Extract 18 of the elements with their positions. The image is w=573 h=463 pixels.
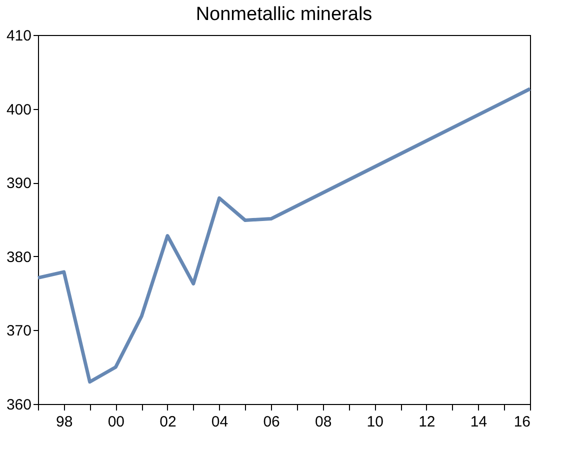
y-tick-label: 400 bbox=[6, 101, 32, 118]
y-tick-label: 410 bbox=[6, 28, 32, 44]
x-tick-label: 04 bbox=[211, 414, 228, 430]
y-tick-label: 380 bbox=[6, 248, 32, 266]
x-tick-label: 00 bbox=[108, 414, 125, 430]
x-tick-label: 10 bbox=[366, 414, 384, 430]
x-tick-label: 06 bbox=[263, 414, 280, 430]
x-tick-label: 02 bbox=[160, 414, 176, 430]
x-tick-label: 12 bbox=[418, 414, 436, 430]
x-tick-label: 16 bbox=[514, 414, 530, 430]
line-series bbox=[36, 87, 532, 384]
y-tick-label: 390 bbox=[6, 175, 32, 192]
x-tick-label: 98 bbox=[56, 414, 73, 430]
x-tick-label: 08 bbox=[315, 414, 332, 430]
chart-title: Nonmetallic minerals bbox=[196, 4, 372, 25]
x-tick-label: 14 bbox=[470, 414, 488, 430]
y-tick-label: 370 bbox=[6, 322, 32, 340]
y-tick-label: 360 bbox=[6, 396, 32, 414]
